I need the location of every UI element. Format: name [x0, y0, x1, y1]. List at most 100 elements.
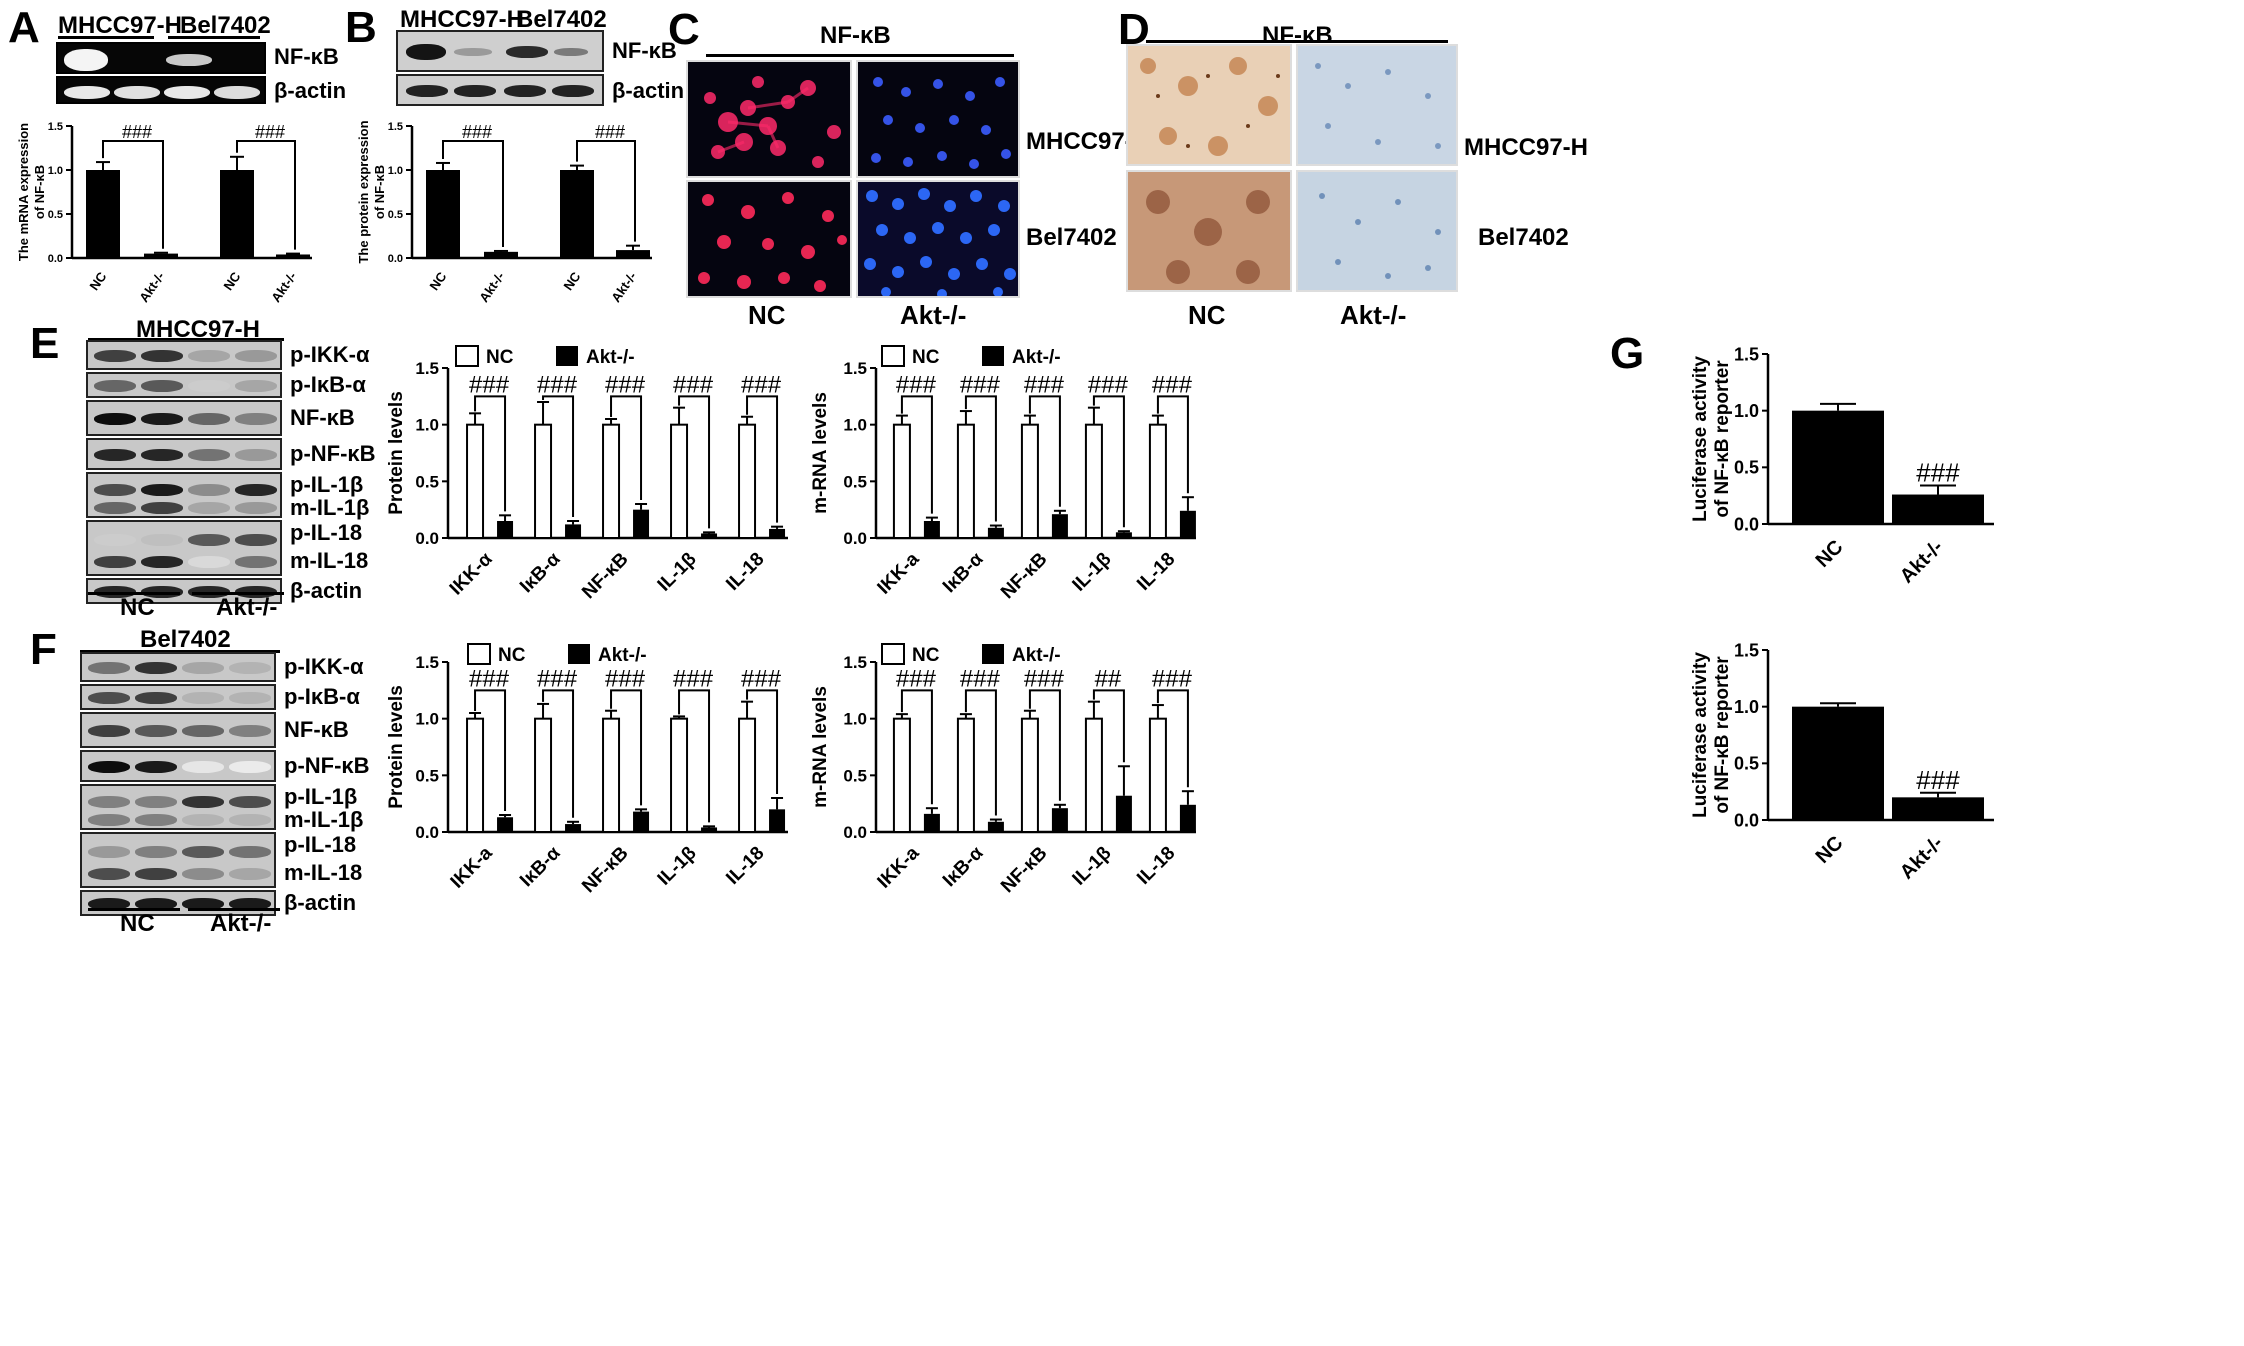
sig-label: ###	[595, 122, 625, 142]
panel-f-group-akt: Akt-/-	[210, 910, 272, 937]
band	[182, 796, 224, 809]
bar-akt-2	[633, 811, 650, 832]
bar-nc-0	[892, 423, 911, 539]
y-tick-label: 1.0	[415, 710, 439, 729]
y-tick-label: 0.0	[415, 823, 439, 842]
y-tick-label: 1.5	[415, 653, 439, 672]
bar-nc-4	[1148, 717, 1167, 833]
blot-strip-p-ikk-	[80, 652, 276, 682]
bar-nc-4	[738, 717, 757, 833]
bar-3	[616, 250, 650, 258]
bar-1	[1892, 494, 1984, 524]
sig-label-1: ###	[960, 371, 1001, 398]
y-tick-label: 1.5	[843, 359, 867, 378]
legend-swatch-nc	[467, 643, 491, 665]
y-axis-label: of NF-κB	[32, 165, 47, 219]
sig-bracket	[746, 395, 779, 523]
panel-d-image-mhcc-nc	[1126, 44, 1292, 166]
band	[135, 725, 177, 737]
band	[229, 846, 271, 859]
sig-label: ###	[1916, 457, 1960, 487]
y-tick-label: 1.5	[388, 121, 403, 133]
blot-strip-p-nf-b	[86, 438, 282, 470]
x-tick-label-4: IL-18	[722, 549, 768, 595]
panel-d-image-bel-akt	[1296, 170, 1458, 292]
x-tick-label-1: Akt-/-	[136, 269, 167, 305]
panel-label-b: B	[345, 3, 377, 52]
panel-label-g: G	[1610, 329, 1645, 378]
y-axis-label: of NF-κB reporter	[1712, 360, 1733, 518]
band	[141, 484, 183, 497]
panel-d-image-mhcc-akt	[1296, 44, 1458, 166]
panel-d-row-label-mhcc: MHCC97-H	[1464, 134, 1589, 161]
y-tick-label: 0.5	[415, 766, 439, 785]
band	[94, 350, 136, 362]
bar-nc-1	[956, 717, 975, 833]
y-axis-label: Luciferase activity	[1690, 652, 1711, 818]
sig-bracket	[900, 689, 933, 805]
sig-label-4: ###	[1152, 665, 1193, 692]
bar-akt-3	[1115, 532, 1132, 538]
legend-label-nc: NC	[912, 347, 940, 368]
bar-nc-3	[670, 717, 689, 833]
sig-bracket	[542, 395, 575, 517]
band	[188, 501, 230, 514]
bar-nc-4	[1148, 423, 1167, 539]
band	[135, 796, 177, 809]
panel-d-row-label-bel: Bel7402	[1478, 224, 1569, 251]
panel-b-blot-actin	[396, 74, 604, 106]
bar-1	[484, 251, 518, 258]
chart-b-protein: 0.0 0.5 1.0 1.5 The protein expression of NF-…	[356, 120, 652, 305]
y-tick-label: 0.5	[1734, 754, 1759, 774]
y-tick-label: 1.0	[843, 710, 867, 729]
panel-f-group-line-nc	[88, 908, 180, 911]
sig-label-1: ###	[537, 371, 578, 398]
x-tick-label-0: IKK-a	[874, 842, 924, 892]
sig-bracket	[442, 139, 504, 247]
x-tick-label-2: NF-κB	[997, 843, 1051, 897]
sig-bracket	[542, 689, 575, 818]
panel-d-title: NF-κB	[1262, 22, 1333, 49]
panel-c-col-label-nc: NC	[748, 300, 786, 330]
bar-nc-3	[670, 423, 689, 539]
bar-akt-3	[701, 827, 718, 832]
band	[141, 413, 183, 425]
band	[94, 501, 136, 514]
bar-0	[1792, 706, 1884, 820]
band	[188, 534, 230, 547]
legend-swatch-akt	[982, 644, 1004, 664]
panel-e-header: MHCC97-H	[136, 316, 261, 343]
sig-bracket	[964, 395, 997, 522]
y-tick-label: 0.5	[843, 472, 867, 491]
x-tick-label-3: Akt-/-	[608, 269, 639, 305]
bar-akt-3	[1115, 795, 1132, 832]
x-tick-label-0: IKK-a	[874, 548, 924, 598]
band	[229, 796, 271, 809]
x-tick-label-0: NC	[1812, 536, 1848, 572]
band	[182, 692, 224, 704]
panel-b-header-bel: Bel7402	[516, 6, 607, 33]
band	[229, 761, 271, 773]
sig-label-1: ###	[537, 665, 578, 692]
panel-c-col-label-akt: Akt-/-	[900, 300, 967, 330]
bar-akt-0	[497, 817, 514, 832]
bar-nc-0	[466, 423, 485, 539]
bar-akt-1	[565, 524, 582, 538]
sig-label-4: ###	[741, 665, 782, 692]
sig-label: ###	[122, 122, 152, 142]
panel-e-group-line-akt	[192, 592, 284, 595]
blot-strip-nf-b	[80, 712, 276, 748]
y-tick-label: 1.0	[1734, 697, 1759, 717]
sig-bracket	[1092, 395, 1125, 528]
band	[141, 501, 183, 514]
panel-d-image-bel-nc	[1126, 170, 1292, 292]
legend-label-akt: Akt-/-	[1012, 645, 1061, 666]
band-label-6: p-IL-18	[284, 832, 357, 857]
sig-bracket	[576, 139, 636, 242]
chart-g-bottom: 0.0 0.5 1.0 1.5 Luciferase activity of NF-κB …	[1690, 640, 1994, 884]
band	[94, 380, 136, 392]
panel-a-band-label-actin: β-actin	[274, 78, 347, 103]
band	[141, 555, 183, 568]
x-tick-label-4: IL-18	[722, 843, 768, 889]
bar-nc-3	[1084, 717, 1103, 833]
